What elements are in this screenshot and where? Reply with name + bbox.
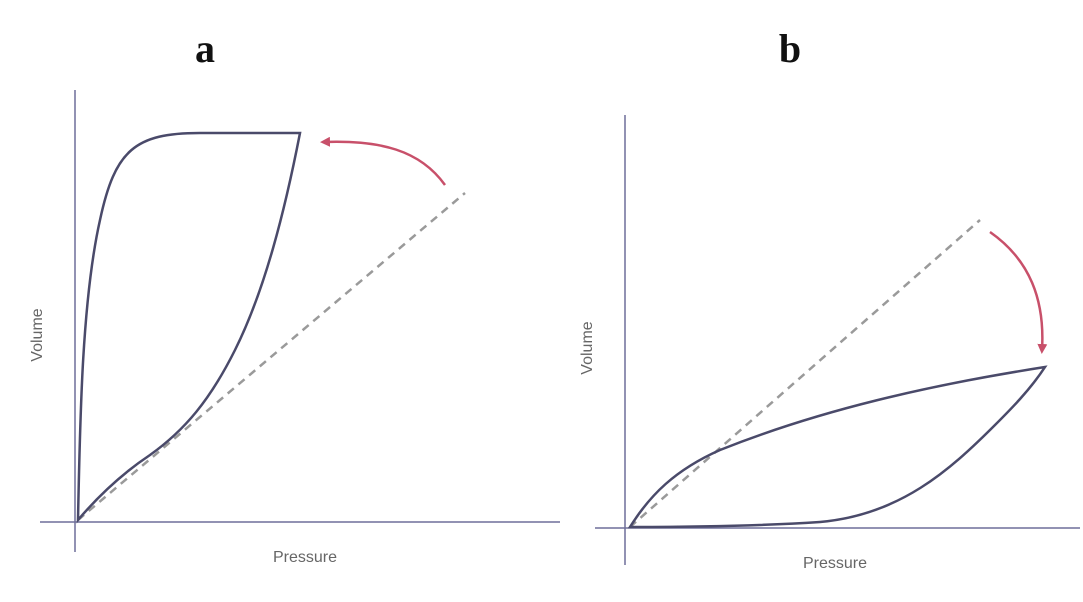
pv-loop xyxy=(76,131,302,524)
pv-loop xyxy=(627,365,1048,529)
arrow xyxy=(320,136,447,186)
x-axis-label: Pressure xyxy=(803,555,867,572)
reference-line xyxy=(77,192,466,521)
reference-line xyxy=(629,219,981,528)
panel-b: b Volume Pressure xyxy=(579,26,1080,572)
x-axis-label: Pressure xyxy=(273,549,337,566)
y-axis-label: Volume xyxy=(579,321,596,374)
arrow xyxy=(989,230,1048,354)
y-axis-label: Volume xyxy=(29,308,46,361)
panel-label: b xyxy=(779,26,801,71)
panel-label: a xyxy=(195,26,215,71)
panel-a: a Volume Pressure xyxy=(29,26,560,566)
